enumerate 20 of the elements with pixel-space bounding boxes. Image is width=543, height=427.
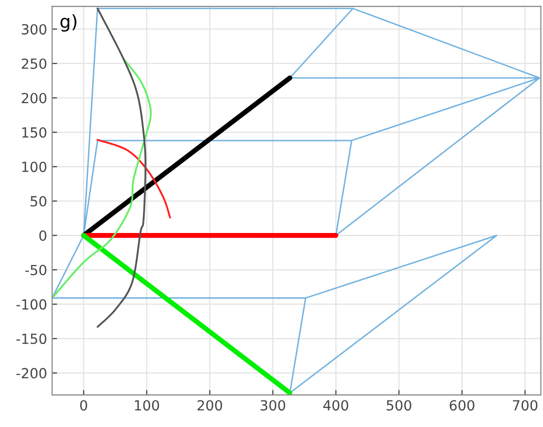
- x-tick-label: 400: [323, 400, 348, 411]
- y-tick-label: 100: [22, 162, 46, 172]
- y-tick-label: -50: [25, 264, 46, 276]
- y-tick-label: -100: [16, 299, 46, 310]
- x-tick-label: 200: [198, 400, 222, 411]
- y-tick-label: 50: [30, 196, 46, 207]
- y-tick-label: 300: [22, 24, 46, 35]
- y-tick-label: 250: [22, 58, 46, 69]
- x-tick-label: 0: [80, 400, 88, 411]
- x-tick-label: 600: [450, 400, 474, 411]
- y-tick-label: 200: [22, 92, 46, 104]
- y-tick-label: 0: [39, 230, 46, 241]
- x-tick-label: 500: [386, 400, 412, 411]
- x-tick-label: 700: [512, 400, 538, 411]
- y-tick-label: -200: [16, 368, 46, 378]
- y-tick-label: 150: [22, 127, 46, 138]
- x-tick-label: 100: [134, 400, 160, 411]
- annotation: g): [60, 14, 76, 32]
- x-tick-label: 300: [260, 400, 286, 411]
- y-tick-label: -150: [16, 334, 46, 344]
